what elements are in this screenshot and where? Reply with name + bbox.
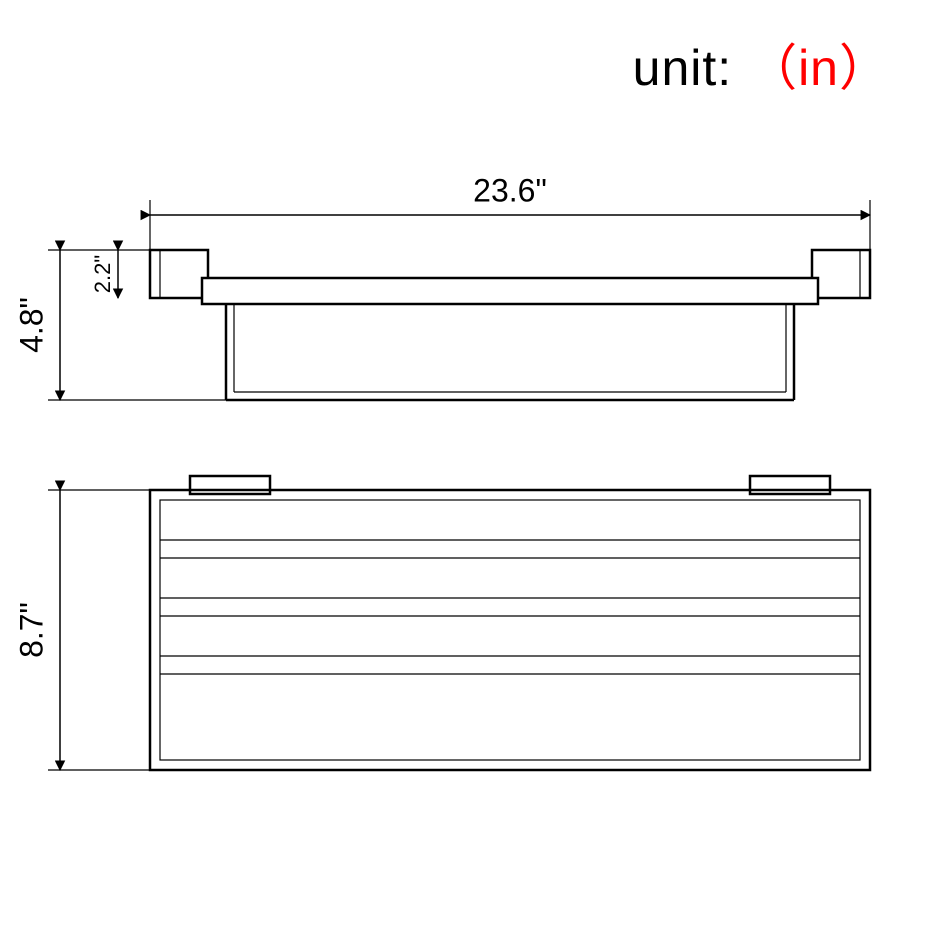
svg-text:4.8": 4.8" (13, 297, 49, 353)
technical-drawing: 23.6" 4.8" 2.2" 8.7" (0, 0, 950, 950)
svg-text:23.6": 23.6" (473, 172, 547, 208)
diagram-canvas: unit: （in） 23.6"4.8"2.2"8.7" (0, 0, 950, 950)
svg-text:2.2": 2.2" (90, 255, 115, 293)
svg-text:8.7": 8.7" (13, 602, 49, 658)
